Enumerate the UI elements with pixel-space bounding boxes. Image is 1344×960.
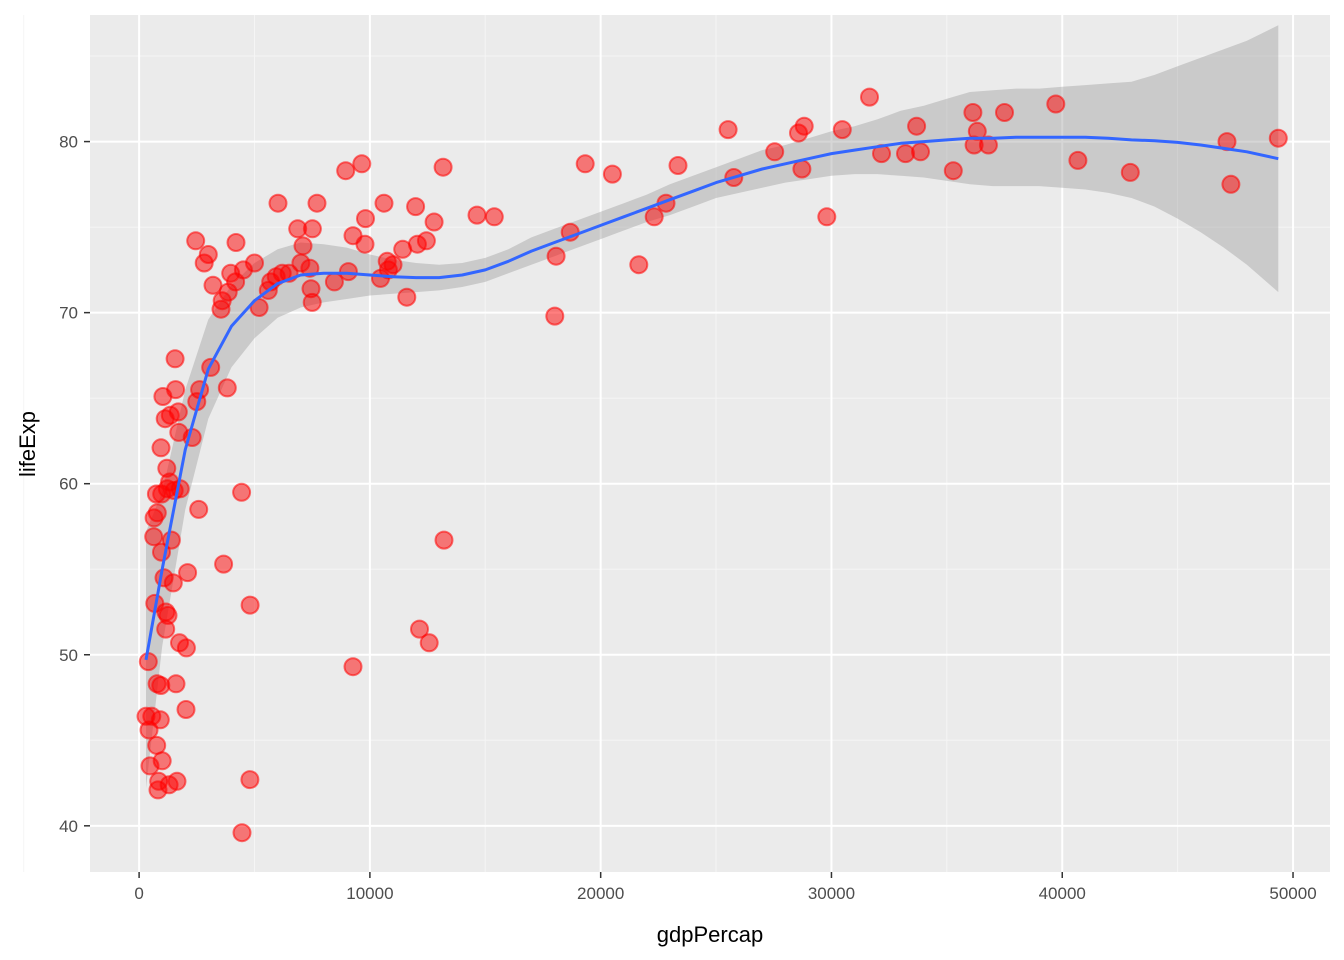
- data-point: [166, 380, 186, 400]
- data-point: [817, 207, 837, 227]
- data-point: [1046, 94, 1066, 114]
- data-point: [644, 207, 664, 227]
- data-point: [343, 657, 363, 677]
- data-point: [419, 633, 439, 653]
- data-point: [416, 231, 436, 251]
- data-point: [484, 207, 504, 227]
- data-point: [151, 438, 171, 458]
- data-point: [163, 573, 183, 593]
- data-point: [293, 236, 313, 256]
- data-point: [911, 142, 930, 162]
- data-point: [832, 120, 852, 140]
- data-point: [203, 275, 223, 295]
- data-point: [302, 219, 322, 239]
- y-tick-label: 40: [59, 817, 78, 836]
- data-point: [1068, 150, 1088, 170]
- data-point: [232, 823, 252, 843]
- data-point: [355, 234, 375, 254]
- data-point: [152, 751, 172, 771]
- data-point: [860, 87, 879, 107]
- data-point: [967, 121, 987, 141]
- data-point: [602, 164, 622, 184]
- y-tick-label: 70: [59, 304, 78, 323]
- data-point: [406, 197, 426, 217]
- x-tick-label: 40000: [1039, 884, 1086, 903]
- data-point: [963, 103, 983, 122]
- data-point: [383, 255, 403, 275]
- data-point: [268, 193, 288, 213]
- data-point: [943, 161, 963, 181]
- data-point: [176, 638, 196, 658]
- y-tick-label: 60: [59, 475, 78, 494]
- data-point: [575, 154, 595, 174]
- data-point: [198, 245, 218, 264]
- y-axis-ticks: 40 50 60 70 80: [59, 133, 90, 836]
- data-point: [434, 530, 454, 550]
- data-point: [158, 605, 178, 625]
- x-axis-ticks: 0 10000 20000 30000 40000 50000: [134, 872, 1317, 903]
- x-tick-label: 30000: [808, 884, 855, 903]
- x-tick-label: 20000: [577, 884, 624, 903]
- data-point: [356, 209, 375, 229]
- data-point: [336, 161, 356, 181]
- data-point: [189, 499, 209, 519]
- data-point: [302, 292, 322, 312]
- data-point: [794, 116, 814, 136]
- data-point: [307, 193, 327, 213]
- data-point: [352, 154, 372, 174]
- x-tick-label: 0: [134, 884, 143, 903]
- data-point: [165, 349, 185, 369]
- data-point: [995, 103, 1014, 122]
- data-point: [1221, 174, 1241, 194]
- x-tick-label: 10000: [346, 884, 393, 903]
- x-tick-label: 50000: [1269, 884, 1316, 903]
- data-point: [240, 595, 260, 615]
- smooth-fit-line: [144, 135, 1279, 661]
- data-point: [907, 116, 927, 136]
- data-point: [300, 258, 320, 278]
- data-point: [546, 246, 566, 266]
- data-point: [178, 563, 198, 583]
- major-gridlines: [90, 15, 1330, 872]
- x-axis-title: gdpPercap: [657, 922, 763, 947]
- data-point: [186, 231, 206, 251]
- y-axis-title: lifeExp: [15, 411, 40, 477]
- data-point: [545, 306, 565, 326]
- data-point: [467, 205, 487, 225]
- data-point: [433, 157, 453, 177]
- data-point: [150, 710, 170, 730]
- data-point: [245, 253, 264, 273]
- data-point: [718, 120, 738, 140]
- plot-panel: [90, 15, 1330, 872]
- data-point: [338, 262, 358, 282]
- data-point: [214, 554, 234, 574]
- data-point: [1268, 128, 1288, 148]
- data-point: [168, 402, 188, 422]
- data-point: [226, 233, 246, 252]
- data-point: [424, 212, 444, 232]
- data-point: [1120, 162, 1140, 182]
- data-point: [629, 255, 649, 275]
- y-tick-label: 50: [59, 646, 78, 665]
- data-point: [765, 142, 785, 162]
- data-point: [668, 156, 688, 175]
- data-point: [397, 287, 417, 307]
- data-point: [176, 700, 196, 719]
- data-point: [978, 135, 998, 155]
- y-tick-label: 80: [59, 133, 78, 152]
- data-point: [138, 652, 158, 672]
- data-point: [410, 619, 429, 639]
- data-point: [240, 770, 260, 790]
- data-point: [147, 503, 167, 523]
- data-point: [144, 527, 164, 547]
- data-point: [167, 771, 187, 791]
- data-point: [792, 159, 812, 179]
- data-point: [374, 193, 394, 213]
- data-point: [232, 482, 252, 502]
- data-point: [166, 674, 186, 694]
- confidence-band: [146, 25, 1279, 789]
- data-point: [217, 378, 237, 398]
